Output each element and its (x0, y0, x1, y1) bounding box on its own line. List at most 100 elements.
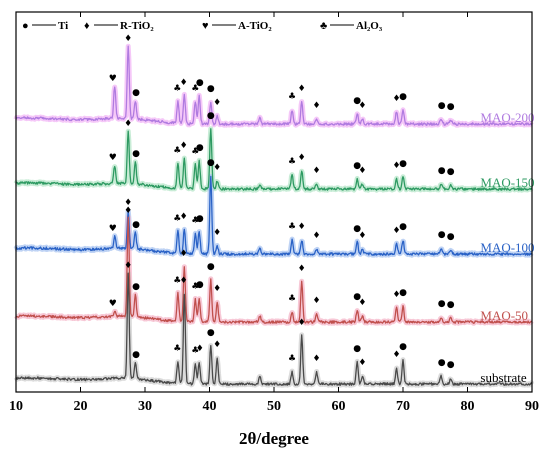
peak-marker: ♦ (213, 228, 221, 238)
series-line-0 (15, 45, 533, 126)
peak-marker: ● (196, 143, 204, 153)
peak-marker: ♥ (109, 153, 117, 163)
peak-marker: ♦ (298, 264, 306, 274)
peak-marker: ♦ (124, 198, 132, 208)
peak-marker: ♦ (298, 318, 306, 328)
series-line-4 (15, 272, 533, 386)
peak-marker: ♦ (313, 296, 321, 306)
peak-marker: ● (438, 166, 446, 176)
peak-marker: ♦ (124, 34, 132, 44)
peak-marker: ♣ (191, 346, 199, 356)
peak-marker: ● (207, 328, 215, 338)
x-tick-label: 30 (138, 399, 152, 414)
peak-marker: ● (132, 350, 140, 360)
peak-marker: ♦ (313, 166, 321, 176)
legend-label: Al₂O₃ (356, 20, 383, 32)
peak-marker: ♦ (196, 344, 204, 354)
peak-marker: ● (438, 299, 446, 309)
peak-marker: ● (353, 344, 361, 354)
series-lines (15, 45, 533, 386)
peak-marker: ♣ (191, 84, 199, 94)
x-tick-label: 80 (461, 399, 475, 414)
peak-marker: ♦ (393, 161, 401, 171)
peak-marker: ♦ (180, 141, 188, 151)
peak-marker: ● (438, 101, 446, 111)
x-axis-title: 2θ/degree (239, 429, 309, 448)
peak-marker: ♦ (358, 101, 366, 111)
peak-marker: ● (399, 342, 407, 352)
peak-marker: ● (399, 288, 407, 298)
peak-marker: ♦ (180, 78, 188, 88)
peak-marker: ♣ (191, 282, 199, 292)
peak-marker: ● (132, 220, 140, 230)
peak-marker: ● (196, 214, 204, 224)
plot-frame (15, 11, 533, 393)
peak-marker: ♦ (213, 284, 221, 294)
peak-marker: ♦ (313, 231, 321, 241)
series-shade-1 (13, 126, 534, 193)
peak-marker: ♦ (213, 98, 221, 108)
peak-marker: ♦ (124, 119, 132, 129)
peak-marker: ♣ (173, 214, 181, 224)
series-line-1 (15, 128, 533, 191)
peak-marker: ♣ (191, 147, 199, 157)
peak-marker: ♦ (358, 166, 366, 176)
peak-marker: ● (132, 282, 140, 292)
peak-marker: ♥ (109, 299, 117, 309)
x-axis: 10 20 30 40 50 60 70 80 90 (9, 12, 539, 414)
legend-symbol: ♣ (320, 20, 327, 32)
series-label-4: substrate (480, 370, 526, 385)
peak-marker: ♦ (213, 163, 221, 173)
peak-marker: ♦ (180, 276, 188, 286)
legend-label: R-TiO₂ (120, 20, 154, 32)
series-line-3 (15, 216, 533, 324)
peak-marker: ● (447, 167, 455, 177)
peak-marker: ♦ (298, 153, 306, 163)
peak-marker: ♦ (124, 206, 132, 216)
series-labels: MAO-200 MAO-150 MAO-100 MAO-50 substrate (480, 110, 534, 385)
peak-marker: ♦ (393, 226, 401, 236)
peak-marker: ● (353, 161, 361, 171)
series-line-2 (15, 175, 533, 256)
peak-marker: ♦ (313, 101, 321, 111)
peak-marker: ♥ (109, 224, 117, 234)
peak-marker: ● (132, 88, 140, 98)
peak-marker: ♣ (173, 146, 181, 156)
peak-marker: ● (207, 111, 215, 121)
peak-marker: ♦ (180, 212, 188, 222)
peak-marker: ● (399, 92, 407, 102)
legend: ● Ti ♦ R-TiO₂ ♥ A-TiO₂ ♣ Al₂O₃ (22, 20, 383, 32)
x-tick-label: 40 (203, 399, 217, 414)
peak-marker: ♦ (358, 358, 366, 368)
peak-marker: ♣ (288, 92, 296, 102)
peak-marker: ♦ (298, 84, 306, 94)
peak-marker: ● (447, 300, 455, 310)
legend-symbol: ♥ (202, 20, 209, 32)
legend-symbol: ● (22, 20, 29, 32)
series-label-1: MAO-150 (480, 175, 534, 190)
series-shade-0 (13, 43, 534, 128)
peak-marker: ♦ (213, 340, 221, 350)
peak-marker: ● (447, 232, 455, 242)
peak-marker: ♣ (173, 84, 181, 94)
peak-marker: ♣ (288, 354, 296, 364)
peak-marker: ♦ (358, 298, 366, 308)
peak-marker: ♦ (358, 231, 366, 241)
peak-marker: ● (447, 102, 455, 112)
peak-marker: ♥ (109, 74, 117, 84)
legend-label: Ti (58, 20, 68, 32)
peak-marker: ♦ (298, 222, 306, 232)
series-label-3: MAO-50 (480, 308, 528, 323)
peak-marker: ● (353, 224, 361, 234)
peak-marker: ♦ (393, 94, 401, 104)
peak-marker: ♦ (313, 354, 321, 364)
x-tick-label: 70 (396, 399, 410, 414)
x-tick-label: 20 (74, 399, 88, 414)
series-label-0: MAO-200 (480, 110, 534, 125)
peak-marker: ● (196, 78, 204, 88)
peak-marker: ♣ (173, 344, 181, 354)
peak-marker: ● (399, 159, 407, 169)
peak-marker: ♦ (124, 261, 132, 271)
peak-marker: ● (438, 358, 446, 368)
